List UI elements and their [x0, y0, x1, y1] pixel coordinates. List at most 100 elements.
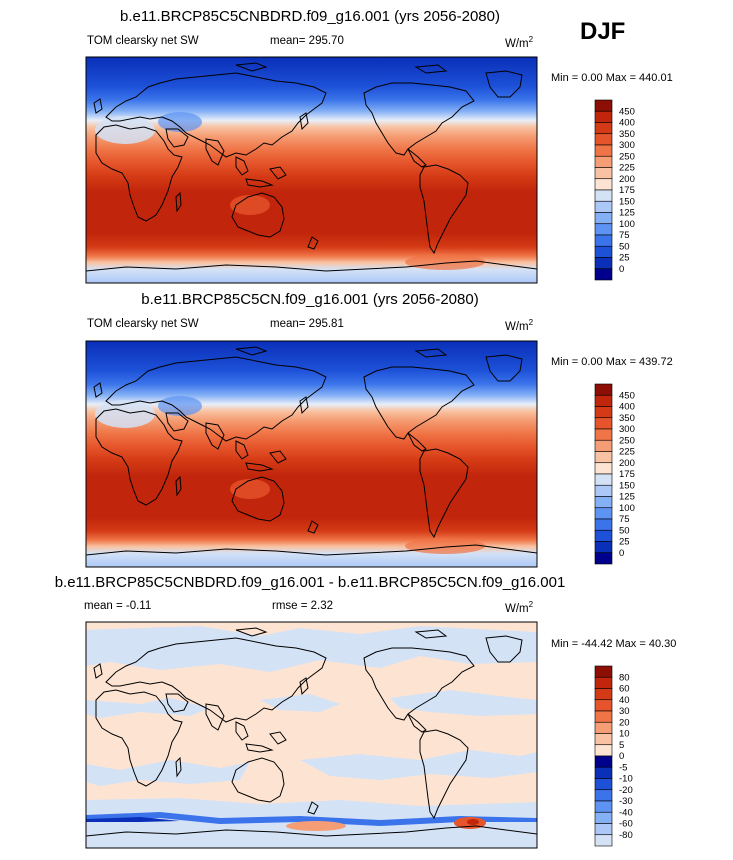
colorbar-box: [594, 789, 613, 802]
panel2-field: [86, 341, 537, 567]
colorbar-box: [594, 212, 613, 225]
colorbar-box: [594, 110, 613, 123]
colorbar-tick-label: 125: [619, 492, 635, 503]
colorbar-tick-label: 125: [619, 208, 635, 219]
panel1-units-exp: 2: [528, 35, 534, 44]
colorbar-tick-label: 20: [619, 717, 630, 728]
colorbar-tick-label: 350: [619, 413, 635, 424]
colorbar-box: [594, 473, 613, 486]
colorbar-tick-label: 75: [619, 230, 630, 241]
panel1-variable: TOM clearsky net SW: [87, 35, 199, 47]
colorbar-box: [594, 699, 613, 712]
panel3-title: b.e11.BRCP85C5CNBDRD.f09_g16.001 - b.e11…: [54, 574, 566, 591]
colorbar-box: [594, 234, 613, 247]
colorbar-box: [594, 507, 613, 520]
colorbar-tick-label: 10: [619, 729, 630, 740]
panel1-map: [85, 56, 538, 284]
colorbar-tick-label: 300: [619, 140, 635, 151]
colorbar-tick-label: 200: [619, 458, 635, 469]
colorbar-box: [594, 451, 613, 464]
colorbar-tick-label: 0: [619, 548, 624, 559]
panel2-units-exp: 2: [528, 318, 534, 327]
colorbar-box: [594, 144, 613, 157]
colorbar-tick-label: -40: [619, 807, 633, 818]
colorbar-box: [594, 133, 613, 146]
panel1-australia-patch: [230, 195, 270, 215]
colorbar-box: [594, 755, 613, 768]
colorbar-tick-label: 30: [619, 706, 630, 717]
colorbar-box: [594, 428, 613, 441]
colorbar-tick-label: 5: [619, 740, 624, 751]
panel2-desert-patch: [95, 400, 155, 428]
colorbar-box: [594, 823, 613, 836]
colorbar-box: [594, 778, 613, 791]
panel3-minmax: Min = -44.42 Max = 40.30: [551, 638, 677, 650]
panel1-desert-patch: [95, 116, 155, 144]
colorbar-box: [594, 245, 613, 258]
colorbar-box: [594, 122, 613, 135]
panel1-minmax: Min = 0.00 Max = 440.01: [551, 72, 673, 84]
colorbar-tick-label: 400: [619, 118, 635, 129]
season-label: DJF: [580, 18, 626, 45]
colorbar-tick-label: 400: [619, 402, 635, 413]
colorbar-box: [594, 541, 613, 554]
colorbar-tick-label: 100: [619, 219, 635, 230]
colorbar-tick-label: -30: [619, 796, 633, 807]
panel1-title: b.e11.BRCP85C5CNBDRD.f09_g16.001 (yrs 20…: [120, 8, 500, 25]
colorbar-tick-label: 60: [619, 684, 630, 695]
colorbar-box: [594, 529, 613, 542]
colorbar-tick-label: 0: [619, 264, 624, 275]
colorbar-box: [594, 383, 613, 396]
panel1-field: [86, 57, 537, 283]
panel1-frame: [85, 56, 538, 284]
colorbar-box: [594, 800, 613, 813]
colorbar-tick-label: 25: [619, 537, 630, 548]
colorbar-tick-label: 150: [619, 196, 635, 207]
colorbar-tick-label: 150: [619, 480, 635, 491]
colorbar-box: [594, 496, 613, 509]
colorbar-tick-label: 300: [619, 424, 635, 435]
panel3-positive-patch-a: [286, 821, 346, 831]
panel3-map: [85, 621, 538, 849]
panel3-band-blue: [86, 812, 537, 826]
colorbar-tick-label: 450: [619, 106, 635, 117]
panel2-minmax: Min = 0.00 Max = 439.72: [551, 356, 673, 368]
colorbar-tick-label: 225: [619, 447, 635, 458]
colorbar-box: [594, 462, 613, 475]
panel2-antarctic-edge: [405, 538, 485, 554]
panel2-australia-patch: [230, 479, 270, 499]
colorbar-box: [594, 189, 613, 202]
panel2-title: b.e11.BRCP85C5CN.f09_g16.001 (yrs 2056-2…: [141, 291, 479, 308]
panel1-units-base: W/m: [505, 37, 529, 50]
panel1-units: W/m2: [505, 35, 533, 50]
panel2-himalaya-patch: [158, 396, 202, 416]
colorbar-box: [594, 484, 613, 497]
panel2-units: W/m2: [505, 318, 533, 333]
colorbar-box: [594, 518, 613, 531]
colorbar-box: [594, 811, 613, 824]
colorbar-tick-label: 50: [619, 241, 630, 252]
panel2-mean: mean= 295.81: [270, 318, 344, 330]
colorbar-tick-label: -10: [619, 774, 633, 785]
colorbar-box: [594, 665, 613, 678]
colorbar-box: [594, 676, 613, 689]
colorbar-box: [594, 688, 613, 701]
colorbar-tick-label: 80: [619, 672, 630, 683]
colorbar-tick-label: 350: [619, 129, 635, 140]
colorbar-box: [594, 744, 613, 757]
colorbar-tick-label: 450: [619, 390, 635, 401]
colorbar-box: [594, 733, 613, 746]
colorbar-tick-label: -80: [619, 830, 633, 841]
panel2-map: [85, 340, 538, 568]
panel3-rmse: rmse = 2.32: [272, 600, 334, 612]
colorbar-box: [594, 167, 613, 180]
panel3-units-base: W/m: [505, 602, 529, 615]
colorbar-box: [594, 155, 613, 168]
colorbar-tick-label: 0: [619, 751, 624, 762]
colorbar-tick-label: -60: [619, 819, 633, 830]
colorbar-box: [594, 178, 613, 191]
colorbar-box: [594, 766, 613, 779]
